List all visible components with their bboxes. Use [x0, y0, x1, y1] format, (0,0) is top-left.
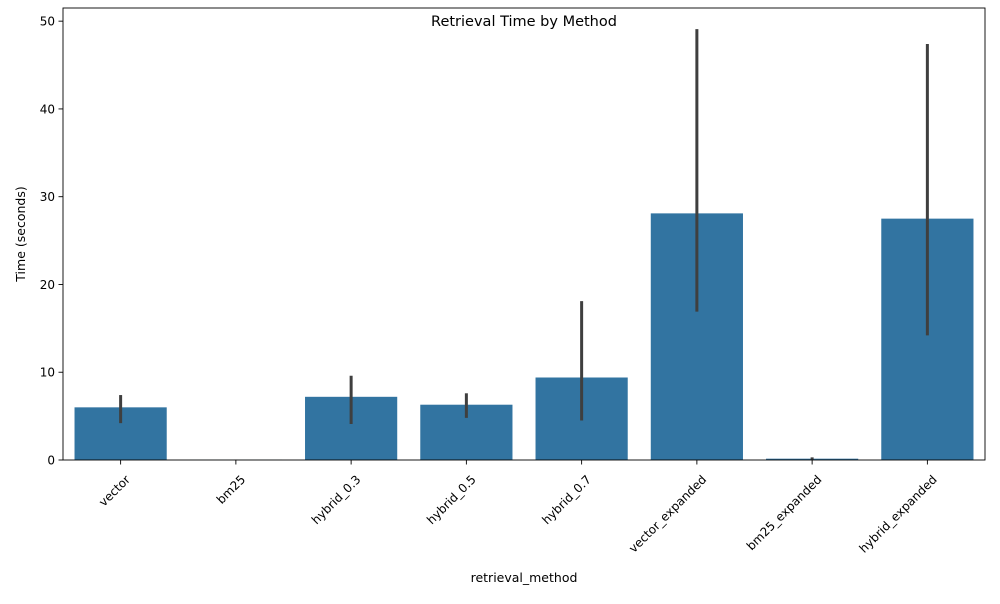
y-tick-label: 30 [40, 190, 55, 204]
x-tick-label: hybrid_0.5 [424, 472, 479, 527]
y-axis: 0 10 20 30 40 50 [40, 15, 63, 468]
errorbars-group [121, 29, 928, 460]
x-axis: vector bm25 hybrid_0.3 hybrid_0.5 hybrid_0.7… [96, 460, 940, 556]
x-axis-label: retrieval_method [471, 570, 578, 585]
x-tick-label: hybrid_0.3 [309, 472, 364, 527]
x-tick-label: bm25 [214, 472, 248, 506]
x-tick-label: vector_expanded [626, 472, 709, 555]
x-tick-label: bm25_expanded [744, 472, 825, 553]
plot-frame [63, 8, 985, 460]
x-tick-label: hybrid_0.7 [539, 472, 594, 527]
y-tick-label: 10 [40, 366, 55, 380]
y-tick-label: 20 [40, 278, 55, 292]
y-tick-label: 0 [47, 454, 55, 468]
x-tick-label: hybrid_expanded [856, 472, 939, 555]
y-tick-label: 40 [40, 102, 55, 116]
y-tick-label: 50 [40, 15, 55, 29]
x-tick-label: vector [96, 472, 133, 509]
bars-group [75, 213, 974, 460]
y-axis-label: Time (seconds) [13, 186, 28, 282]
chart-title: Retrieval Time by Method [431, 14, 617, 30]
